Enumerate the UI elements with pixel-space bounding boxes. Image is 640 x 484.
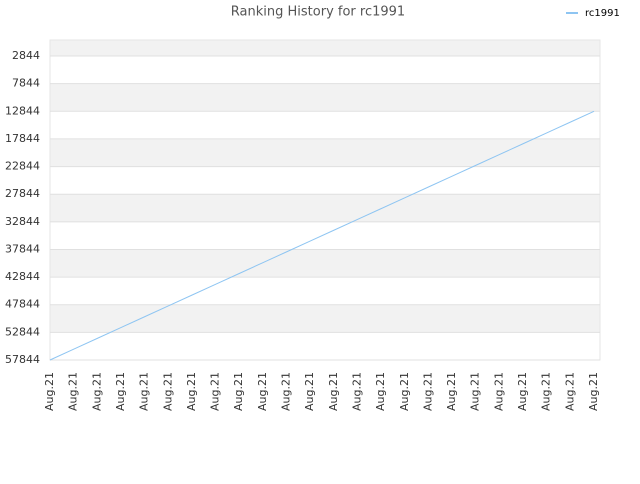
x-tick-label: Aug.21 — [161, 372, 174, 411]
x-tick-label: Aug.21 — [280, 372, 293, 411]
band — [50, 249, 600, 278]
x-tick-label: Aug.21 — [421, 372, 434, 411]
x-tick-label: Aug.21 — [374, 372, 387, 411]
y-tick-label: 57844 — [5, 353, 40, 366]
band — [50, 304, 600, 333]
x-tick-label: Aug.21 — [185, 372, 198, 411]
y-tick-label: 22844 — [5, 160, 40, 173]
x-tick-label: Aug.21 — [90, 372, 103, 411]
x-tick-label: Aug.21 — [398, 372, 411, 411]
y-tick-label: 52844 — [5, 325, 40, 338]
x-tick-label: Aug.21 — [67, 372, 80, 411]
x-tick-label: Aug.21 — [114, 372, 127, 411]
data-line — [49, 110, 595, 361]
x-tick-label: Aug.21 — [303, 372, 316, 411]
y-tick-label: 7844 — [12, 77, 40, 90]
x-tick-label: Aug.21 — [540, 372, 553, 411]
y-tick-label: 12844 — [5, 104, 40, 117]
band — [50, 40, 600, 57]
x-tick-label: Aug.21 — [469, 372, 482, 411]
y-tick-label: 27844 — [5, 187, 40, 200]
x-tick-label: Aug.21 — [43, 372, 56, 411]
x-tick-label: Aug.21 — [256, 372, 269, 411]
y-tick-label: 32844 — [5, 215, 40, 228]
chart-title: Ranking History for rc1991 — [231, 5, 405, 20]
x-tick-label: Aug.21 — [327, 372, 340, 411]
x-tick-label: Aug.21 — [563, 372, 576, 411]
x-tick-label: Aug.21 — [445, 372, 458, 411]
y-tick-label: 42844 — [5, 270, 40, 283]
x-tick-label: Aug.21 — [209, 372, 222, 411]
band — [50, 138, 600, 167]
y-tick-label: 37844 — [5, 242, 40, 255]
band — [50, 83, 600, 112]
x-tick-label: Aug.21 — [492, 372, 505, 411]
y-tick-label: 2844 — [12, 49, 40, 62]
y-tick-label: 17844 — [5, 132, 40, 145]
legend-label: rc1991 — [585, 8, 620, 19]
x-tick-label: Aug.21 — [232, 372, 245, 411]
band — [50, 194, 600, 222]
x-tick-label: Aug.21 — [350, 372, 363, 411]
x-tick-label: Aug.21 — [516, 372, 529, 411]
x-tick-label: Aug.21 — [138, 372, 151, 411]
y-tick-label: 47844 — [5, 298, 40, 311]
x-tick-label: Aug.21 — [587, 372, 600, 411]
